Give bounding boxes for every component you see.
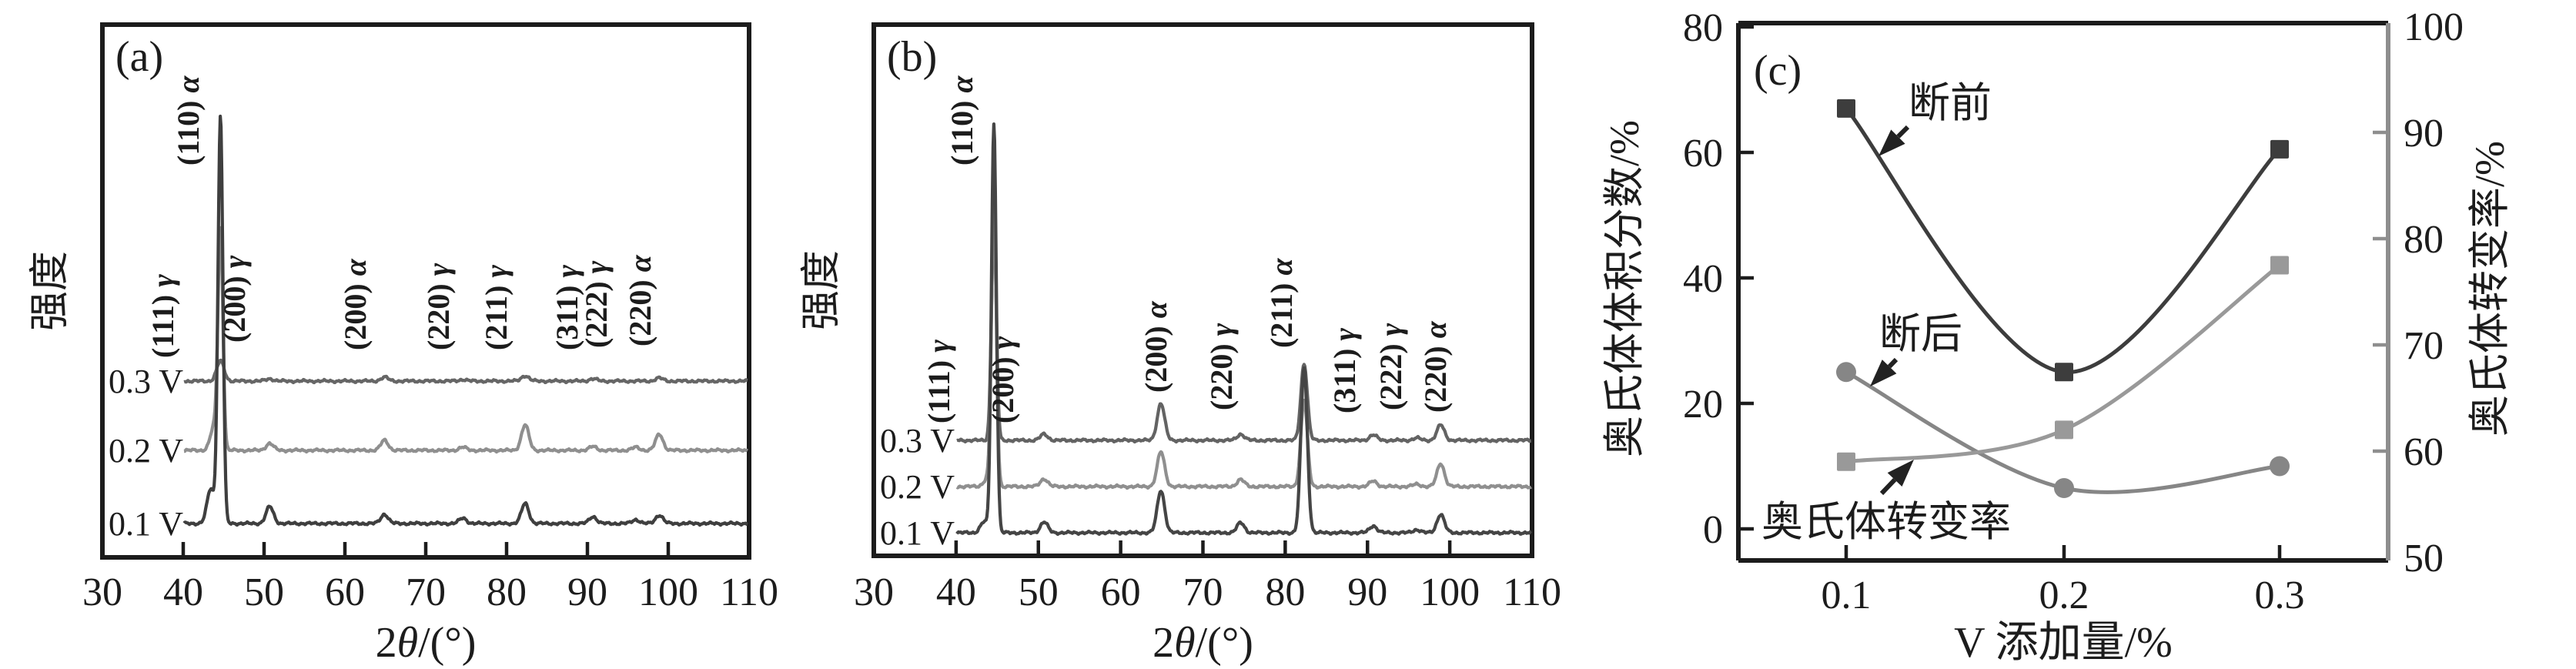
data-point-断后 [1836, 362, 1856, 383]
xrd-curve-0-3-V [183, 358, 749, 385]
right-y-tick-label: 90 [2404, 112, 2444, 156]
data-point-奥氏体转变率 [2055, 420, 2073, 440]
x-tick-label: 100 [638, 570, 698, 614]
x-tick-label: 110 [720, 570, 778, 614]
x-tick-label: 60 [1101, 570, 1141, 614]
left-y-tick-label: 80 [1683, 6, 1723, 50]
annotation-断前: 断前 [1909, 80, 1992, 126]
peak-label-200-α: (200) α [1139, 300, 1173, 393]
left-y-axis-title: 奥氏体体积分数/% [1601, 120, 1648, 457]
curve-label-0-1-V: 0.1 V [109, 505, 183, 543]
right-y-tick-label: 80 [2404, 218, 2444, 262]
x-tick-label: 100 [1420, 570, 1480, 614]
curve-label-0-3-V: 0.3 V [109, 363, 183, 400]
peak-label-311-γ: (311) γ [1327, 328, 1362, 413]
curve-label-0-2-V: 0.2 V [880, 468, 955, 506]
panel-b: 30 40 50 60 70 80 90 100 110 2θ/(°) 强度 (b) 0.3 V 0.2 … [800, 22, 1561, 667]
x-axis-title: V 添加量/% [1954, 619, 2173, 667]
annotation-arrow-head [1878, 129, 1905, 156]
peak-label-200-α: (200) α [338, 258, 373, 350]
data-point-奥氏体转变率 [1837, 452, 1855, 471]
right-y-tick-label: 70 [2404, 324, 2444, 368]
data-point-断前 [2270, 139, 2289, 159]
x-tick-label: 110 [1503, 570, 1561, 614]
left-y-tick-label: 20 [1683, 383, 1723, 426]
x-tick-label: 90 [1347, 570, 1387, 614]
x-axis-title: 2θ/(°) [376, 619, 477, 667]
peak-label-211-α: (211) α [1264, 258, 1299, 348]
data-point-断后 [2054, 478, 2074, 498]
peak-label-222-γ: (222) γ [1373, 323, 1408, 410]
panel-tag: (c) [1754, 47, 1802, 95]
x-tick-label: 0.3 [2255, 574, 2305, 617]
xrd-curve-0-2-V [183, 226, 749, 454]
x-tick-label: 50 [244, 570, 284, 614]
panel-c: 0.1 0.2 0.3 0 20 40 60 80 50 60 70 80 90 100 V 添加量/% 奥氏… [1601, 5, 2513, 667]
annotation-arrow-head [1887, 460, 1914, 487]
right-y-tick-label: 100 [2404, 5, 2464, 49]
x-tick-label: 80 [487, 570, 527, 614]
x-tick-label: 50 [1019, 570, 1059, 614]
x-tick-label: 90 [567, 570, 607, 614]
panel-tag: (b) [887, 33, 937, 81]
right-y-axis-title: 奥氏体转变率/% [2467, 141, 2513, 437]
peak-label-211-γ: (211) γ [479, 265, 514, 350]
annotation-arrow-line [1896, 125, 1910, 139]
xrd-curve-0-1-V [955, 122, 1532, 537]
xrd-curve-0-3-V [955, 222, 1532, 444]
left-y-tick-label: 0 [1703, 508, 1723, 552]
curve-label-0-3-V: 0.3 V [880, 422, 955, 460]
annotation-奥氏体转变率: 奥氏体转变率 [1761, 499, 2011, 545]
peak-label-222-γ: (222) γ [579, 260, 614, 348]
xrd-curve-0-1-V [182, 114, 749, 527]
curve-label-0-1-V: 0.1 V [880, 514, 955, 552]
panel-a: 30 40 50 60 70 80 90 100 110 2θ/(°) 强度 (a) 0.3 V 0.2 … [28, 22, 778, 667]
peak-label-111-γ: (111) γ [922, 340, 956, 423]
x-tick-label: 0.1 [1822, 574, 1872, 617]
peak-label-220-γ: (220) γ [421, 263, 456, 350]
peak-label-311-γ: (311) γ [550, 265, 584, 350]
x-tick-label: 60 [325, 570, 365, 614]
x-tick-label: 30 [854, 570, 894, 614]
x-tick-label: 40 [936, 570, 976, 614]
peak-label-111-γ: (111) γ [146, 274, 180, 358]
y-axis-title: 强度 [800, 250, 844, 330]
x-axis-title: 2θ/(°) [1153, 619, 1253, 667]
annotation-断后: 断后 [1879, 311, 1962, 357]
left-y-tick-label: 60 [1683, 132, 1723, 176]
peak-label-200-γ: (200) γ [217, 255, 252, 343]
x-tick-label: 70 [1183, 570, 1223, 614]
panel-tag: (a) [115, 33, 163, 81]
x-tick-label: 40 [163, 570, 203, 614]
annotation-arrow-line [1887, 357, 1899, 369]
left-y-tick-label: 40 [1683, 257, 1723, 301]
peak-label-220-α: (220) α [623, 254, 657, 346]
peak-label-220-γ: (220) γ [1204, 323, 1239, 410]
x-tick-label: 70 [406, 570, 446, 614]
right-y-tick-label: 50 [2404, 537, 2444, 580]
annotation-arrow-head [1870, 360, 1897, 386]
data-point-断前 [2055, 363, 2073, 382]
data-point-断前 [1837, 99, 1855, 118]
annotation-arrow-line [1879, 477, 1897, 496]
peak-label-110-α: (110) α [171, 75, 206, 166]
right-y-tick-label: 60 [2404, 430, 2444, 474]
data-point-奥氏体转变率 [2270, 256, 2289, 275]
peak-label-110-α: (110) α [945, 75, 979, 166]
xrd-curve-0-2-V [955, 206, 1533, 490]
x-tick-label: 80 [1265, 570, 1305, 614]
data-point-断后 [2270, 456, 2290, 477]
x-tick-label: 0.2 [2039, 574, 2089, 617]
peak-label-200-γ: (200) γ [985, 336, 1020, 423]
x-tick-label: 30 [82, 570, 122, 614]
y-axis-title: 强度 [28, 251, 72, 331]
curve-label-0-2-V: 0.2 V [109, 432, 183, 470]
peak-label-220-α: (220) α [1418, 320, 1453, 413]
